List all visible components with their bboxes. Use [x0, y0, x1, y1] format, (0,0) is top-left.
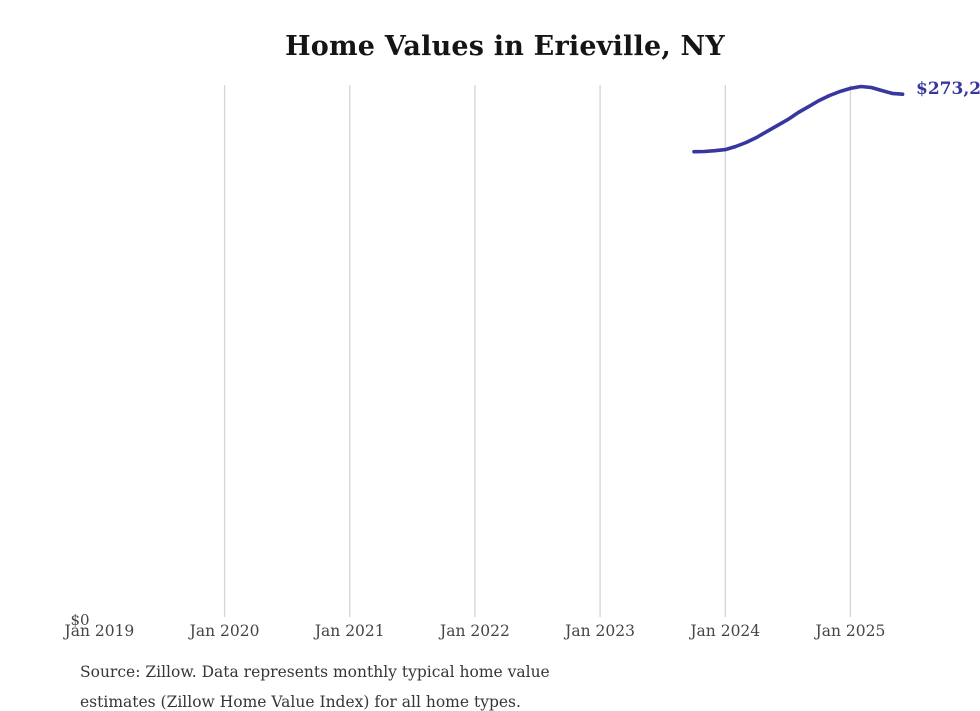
x-axis-tick-label: Jan 2024 — [690, 622, 761, 640]
x-axis-tick-label: Jan 2023 — [565, 622, 635, 640]
x-axis-tick-label: Jan 2022 — [440, 622, 510, 640]
home-value-line — [692, 84, 905, 154]
x-axis-tick-label: Jan 2019 — [64, 622, 135, 640]
x-axis-tick-label: Jan 2020 — [189, 622, 260, 640]
source-caption: Source: Zillow. Data represents monthly … — [80, 663, 550, 681]
x-axis-tick-label: Jan 2021 — [314, 622, 385, 640]
source-caption-cropped: estimates (Zillow Home Value Index) for … — [80, 693, 521, 711]
chart-title: Home Values in Erieville, NY — [285, 31, 725, 62]
y-axis-zero-label: $0 — [70, 611, 90, 629]
x-axis-tick-label: Jan 2025 — [815, 622, 886, 640]
last-value-label: $273,2 — [916, 79, 980, 99]
